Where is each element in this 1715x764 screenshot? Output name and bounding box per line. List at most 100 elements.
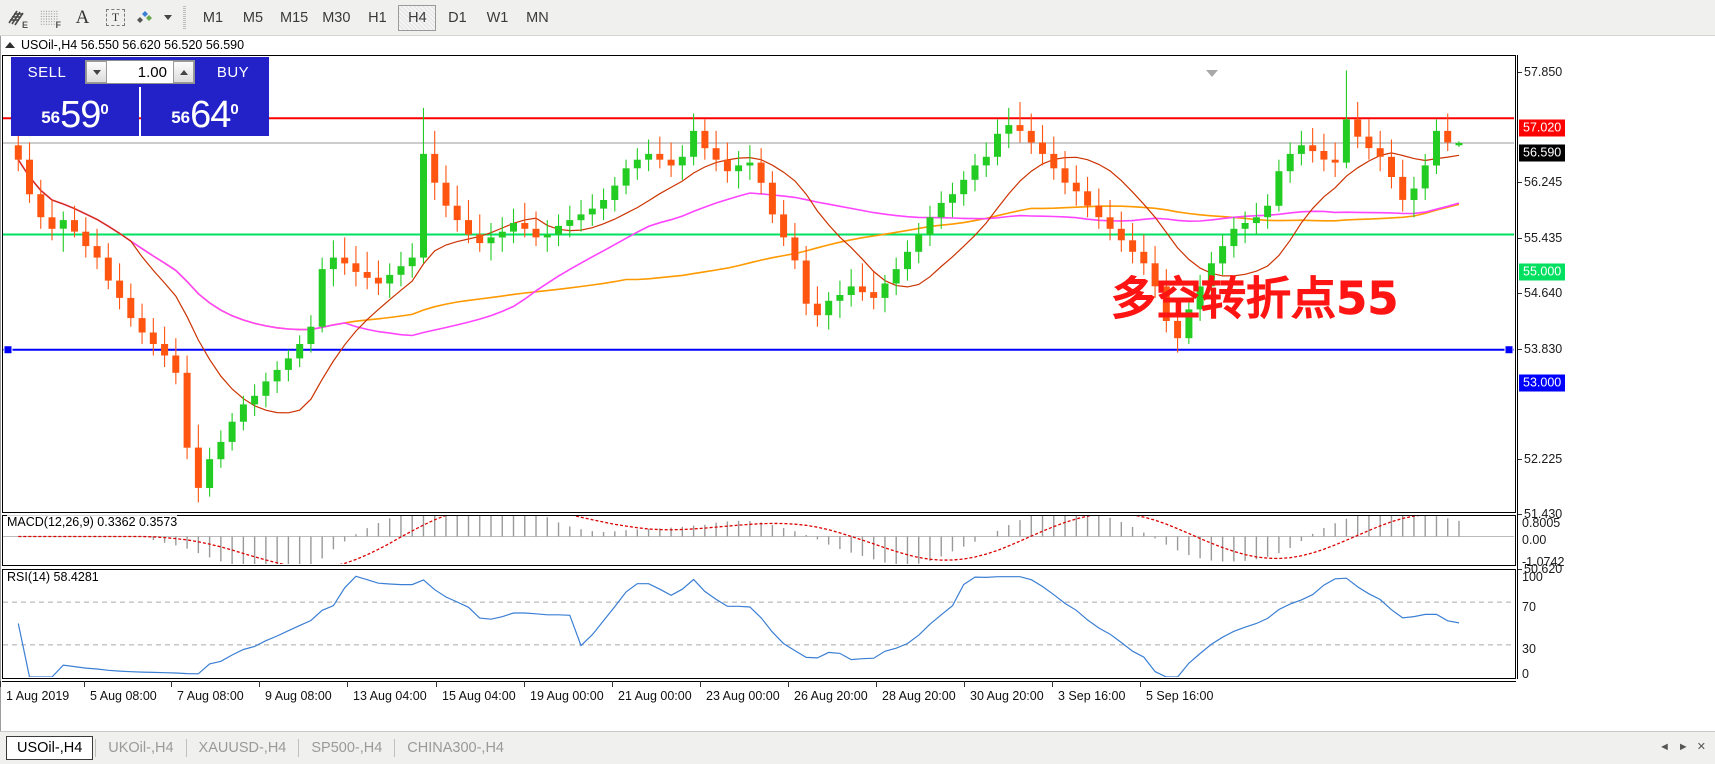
candle-body	[183, 372, 191, 448]
candle-body	[1388, 156, 1395, 177]
volume-value[interactable]: 1.00	[137, 63, 167, 81]
chart-tab-ukoilh4[interactable]: UKOil-,H4	[108, 740, 174, 756]
current-price-label[interactable]: 56.590	[1519, 144, 1566, 162]
time-tick-label: 23 Aug 00:00	[700, 681, 780, 703]
volume-increase-button[interactable]	[173, 61, 194, 83]
sell-quote[interactable]: 56 59 0	[11, 87, 139, 136]
time-tick-label: 7 Aug 08:00	[171, 681, 244, 703]
candle-body	[59, 220, 67, 229]
timeframe-mn[interactable]: MN	[526, 9, 549, 26]
candle-body	[26, 159, 33, 195]
candle-body	[791, 237, 799, 261]
indicators-icon[interactable]: F	[33, 3, 66, 33]
macd-label: MACD(12,26,9) 0.3362 0.3573	[7, 515, 178, 529]
time-tick-label: 28 Aug 20:00	[876, 681, 956, 703]
candle-body	[825, 300, 833, 316]
resistance-price-label[interactable]: 57.020	[1519, 119, 1566, 137]
candle-body	[858, 286, 866, 293]
main-toolbar: E F A T M1 M5 M15 M30 H1 H4 D1 W1 MN	[0, 0, 1715, 36]
text-object-icon[interactable]: T	[99, 3, 132, 33]
pivot-price-label[interactable]: 55.000	[1519, 263, 1566, 281]
toolbar-separator	[183, 5, 186, 30]
macd-pane[interactable]: MACD(12,26,9) 0.3362 0.3573	[2, 515, 1516, 566]
buy-quote[interactable]: 56 64 0	[141, 87, 269, 136]
one-click-trading-panel[interactable]: SELL 1.00 BUY 56 59 0 56 64 0	[11, 57, 269, 136]
candle-body	[757, 162, 765, 183]
candle-body	[960, 179, 968, 195]
price-scale[interactable]: 57.850 56.245 55.435 54.640 53.830 52.225 51.4…	[1517, 55, 1715, 681]
candle-body	[138, 318, 146, 333]
chart-tab-usoilh4[interactable]: USOil-,H4	[6, 736, 94, 760]
timeframe-h1[interactable]: H1	[368, 9, 387, 26]
volume-stepper[interactable]: 1.00	[85, 60, 195, 84]
candle-body	[1399, 176, 1407, 200]
text-label-icon[interactable]: A	[75, 6, 90, 28]
candle-body	[532, 228, 540, 238]
chart-tab-china300h4[interactable]: CHINA300-,H4	[407, 740, 504, 756]
rsi-scale-label: 30	[1522, 642, 1536, 656]
rsi-scale-label: 100	[1522, 570, 1543, 584]
candle-body	[645, 153, 653, 160]
candle-body	[1230, 228, 1238, 247]
timeframe-w1[interactable]: W1	[486, 9, 509, 26]
timeframe-m30[interactable]: M30	[322, 9, 351, 26]
macd-scale-label: -1.0742	[1522, 555, 1565, 569]
price-tick-label: 52.225	[1518, 452, 1562, 466]
tab-next-button[interactable]: ►	[1677, 740, 1689, 753]
ea-sub-label: E	[21, 19, 28, 30]
ma-mid-path	[17, 159, 1460, 337]
chart-tab-xauusdh4[interactable]: XAUUSD-,H4	[198, 740, 287, 756]
chart-tab-bar: USOil-,H4 UKOil-,H4 XAUUSD-,H4 SP500-,H4 CHI…	[0, 731, 1715, 764]
candle-body	[476, 234, 484, 244]
timeframe-m15[interactable]: M15	[280, 9, 309, 26]
tab-separator	[95, 739, 97, 757]
oct-quotes: 56 59 0 56 64 0	[11, 87, 269, 136]
rsi-scale-label: 70	[1522, 600, 1536, 614]
macd-chart-svg	[3, 516, 1514, 564]
time-scale[interactable]: 1 Aug 2019 5 Aug 08:00 7 Aug 08:00 9 Aug 08…	[0, 681, 1516, 709]
timeframe-m5[interactable]: M5	[242, 9, 264, 26]
tab-prev-button[interactable]: ◄	[1659, 740, 1670, 753]
time-tick-label: 19 Aug 00:00	[524, 681, 604, 703]
candle-body	[1320, 151, 1328, 160]
candle-body	[127, 297, 135, 319]
candle-body	[397, 266, 405, 275]
candle-body	[116, 280, 124, 298]
buy-button[interactable]: BUY	[216, 63, 250, 81]
candle-body	[487, 237, 495, 244]
support-line-handle	[1504, 345, 1514, 355]
candle-body	[1072, 182, 1080, 192]
candle-body	[307, 326, 315, 344]
timeframe-m1[interactable]: M1	[202, 9, 224, 26]
price-pane[interactable]: 多空转折点55	[2, 55, 1516, 513]
tab-close-button[interactable]: ✕	[1696, 741, 1706, 753]
volume-decrease-button[interactable]	[86, 61, 107, 83]
candle-body	[284, 358, 292, 370]
candle-body	[408, 257, 416, 267]
candle-body	[431, 153, 439, 183]
drawing-tools-dropdown-icon[interactable]	[160, 3, 176, 33]
candle-body	[1084, 191, 1092, 206]
time-tick-label: 5 Sep 16:00	[1140, 681, 1213, 703]
timeframe-h4[interactable]: H4	[398, 4, 437, 31]
support-price-label[interactable]: 53.000	[1519, 374, 1566, 392]
indicator-sub-label: F	[55, 19, 62, 30]
candle-body	[1095, 205, 1103, 218]
candle-body	[611, 185, 619, 200]
chart-tab-sp500h4[interactable]: SP500-,H4	[311, 740, 383, 756]
candle-body	[217, 441, 225, 460]
expert-advisors-icon[interactable]: E	[0, 3, 33, 33]
rsi-pane[interactable]: RSI(14) 58.4281	[2, 569, 1516, 679]
time-tick-label: 30 Aug 20:00	[964, 681, 1044, 703]
timeframe-d1[interactable]: D1	[448, 9, 467, 26]
candle-body	[318, 269, 326, 327]
candle-body	[341, 257, 349, 264]
drawing-tools-icon[interactable]	[132, 3, 160, 33]
candle-body	[1151, 263, 1159, 287]
candle-body	[1241, 223, 1249, 229]
candle-body	[1219, 246, 1227, 264]
sell-button[interactable]: SELL	[27, 63, 67, 81]
candle-body	[600, 200, 608, 209]
candle-body	[363, 272, 371, 278]
candle-body	[420, 153, 427, 258]
